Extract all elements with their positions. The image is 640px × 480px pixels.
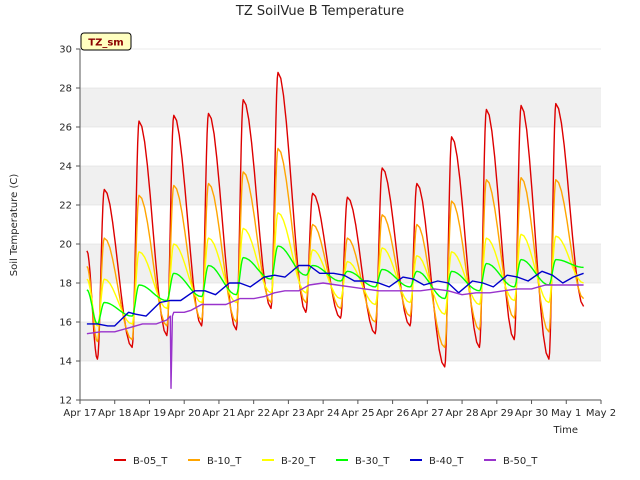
x-tick-label: Apr 29 (480, 408, 513, 419)
y-tick-label: 26 (59, 123, 72, 134)
x-tick-label: Apr 20 (168, 408, 201, 419)
chart-title: TZ SoilVue B Temperature (235, 4, 404, 19)
grid-band (80, 244, 601, 283)
x-tick-label: Apr 23 (272, 408, 305, 419)
x-tick-label: May 1 (551, 408, 581, 419)
y-axis-label: Soil Temperature (C) (9, 174, 20, 277)
grid-band (80, 322, 601, 361)
x-tick-label: Apr 21 (202, 408, 235, 419)
series-line-b-50-t (86, 282, 584, 389)
legend-label: B-40_T (429, 456, 464, 467)
y-tick-label: 28 (59, 84, 72, 95)
y-tick-label: 12 (59, 396, 72, 407)
annotation-label: TZ_sm (88, 38, 123, 49)
series-group (86, 71, 585, 389)
x-tick-label: Apr 17 (63, 408, 96, 419)
x-tick-label: May 2 (586, 408, 616, 419)
x-tick-label: Apr 24 (307, 408, 340, 419)
x-tick-label: Apr 30 (515, 408, 548, 419)
x-tick-label: Apr 22 (237, 408, 270, 419)
legend-label: B-20_T (281, 456, 316, 467)
y-tick-label: 18 (59, 279, 72, 290)
y-tick-label: 30 (59, 45, 72, 56)
x-tick-label: Apr 27 (411, 408, 444, 419)
annotation-box-frame (80, 32, 132, 51)
x-tick-label: Apr 26 (376, 408, 409, 419)
y-tick-label: 20 (59, 240, 72, 251)
legend-label: B-50_T (503, 456, 538, 467)
legend-label: B-10_T (207, 456, 242, 467)
series-line-b-10-t (86, 147, 585, 349)
legend-label: B-05_T (133, 456, 168, 467)
x-tick-label: Apr 19 (133, 408, 166, 419)
grid-band (80, 88, 601, 127)
series-line-b-05-t (86, 71, 585, 368)
y-tick-label: 24 (59, 162, 72, 173)
grid-band (80, 166, 601, 205)
y-tick-label: 16 (59, 318, 72, 329)
x-axis-label: Time (553, 425, 578, 436)
x-tick-label: Apr 18 (98, 408, 131, 419)
y-tick-label: 14 (59, 357, 72, 368)
y-tick-label: 22 (59, 201, 72, 212)
annotation-box: TZ_sm (80, 32, 132, 51)
series-line-b-40-t (86, 264, 584, 327)
legend-label: B-30_T (355, 456, 390, 467)
x-tick-label: Apr 28 (445, 408, 478, 419)
x-tick-label: Apr 25 (341, 408, 374, 419)
